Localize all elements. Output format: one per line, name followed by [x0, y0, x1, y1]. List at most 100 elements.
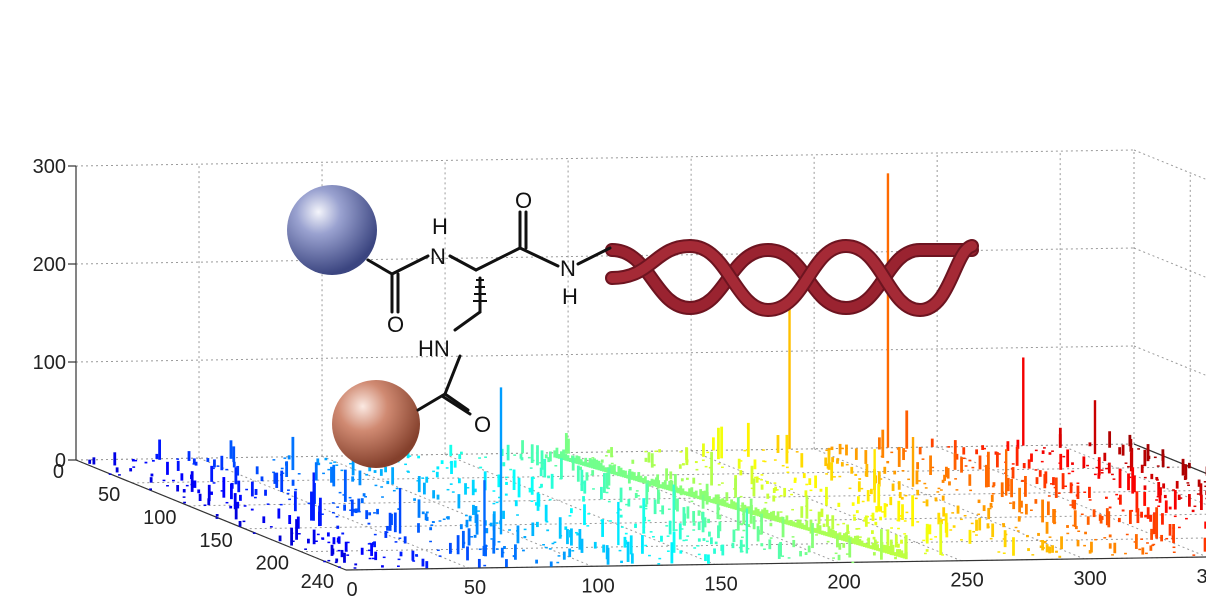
bar	[429, 540, 432, 543]
bar	[327, 559, 331, 562]
bar	[544, 504, 548, 522]
bar	[564, 433, 568, 454]
bar	[540, 483, 543, 488]
bar	[753, 459, 757, 470]
bar	[273, 472, 277, 484]
bar	[989, 502, 993, 508]
bar	[825, 532, 829, 537]
bar	[805, 483, 809, 486]
bar	[652, 479, 656, 487]
bar	[321, 513, 324, 515]
bar	[536, 492, 540, 511]
bar	[384, 531, 388, 538]
bar	[1111, 554, 1114, 556]
bar	[885, 503, 888, 507]
bar	[731, 542, 735, 549]
bar	[673, 474, 677, 492]
bar	[809, 509, 813, 512]
bar	[827, 450, 831, 470]
bar	[848, 487, 852, 490]
bar	[911, 437, 915, 487]
bar	[762, 460, 766, 462]
bar	[564, 526, 568, 530]
bar	[1000, 495, 1004, 498]
bar	[728, 503, 731, 509]
bar	[710, 498, 714, 503]
bar	[278, 535, 282, 542]
bar	[923, 482, 927, 485]
bar	[1153, 456, 1157, 459]
bar	[697, 510, 701, 516]
bar	[536, 445, 539, 466]
bar	[1035, 477, 1039, 485]
bar	[236, 465, 240, 476]
bar	[785, 515, 789, 525]
bar	[506, 444, 510, 461]
bar	[591, 470, 595, 475]
bar	[634, 523, 637, 528]
bar	[264, 489, 267, 496]
bar	[415, 554, 418, 557]
bar	[875, 506, 879, 513]
bar	[220, 490, 224, 492]
bar	[610, 462, 614, 465]
bar	[172, 479, 175, 482]
bar	[1064, 485, 1068, 488]
bar	[720, 466, 724, 469]
bar	[321, 537, 325, 540]
bar	[1129, 438, 1133, 452]
bar	[371, 557, 375, 560]
bar	[131, 458, 135, 462]
bar	[732, 529, 736, 542]
bar	[842, 522, 846, 525]
bar	[644, 504, 648, 507]
bar	[918, 446, 922, 455]
gridline	[75, 345, 1135, 363]
bar	[968, 474, 972, 486]
bar	[531, 522, 535, 537]
bar	[1145, 552, 1148, 555]
bar	[334, 561, 338, 564]
bar	[548, 451, 552, 462]
bar	[472, 504, 475, 515]
bar	[523, 528, 527, 531]
atom-label-o-bottom: O	[474, 412, 491, 437]
bar	[679, 493, 683, 496]
bar	[792, 539, 796, 548]
bar	[440, 460, 444, 465]
bar	[978, 518, 982, 531]
bar	[718, 514, 722, 517]
bar	[698, 483, 702, 485]
bar	[544, 546, 548, 549]
bar	[520, 457, 524, 461]
bar	[502, 462, 506, 467]
bar	[576, 465, 580, 482]
bar	[237, 480, 241, 493]
bar	[783, 487, 787, 497]
bar	[809, 489, 813, 492]
bar	[956, 505, 960, 514]
bar	[255, 466, 259, 475]
bar	[963, 514, 967, 517]
bar	[1009, 502, 1012, 504]
bar	[776, 511, 780, 523]
bar	[914, 497, 918, 500]
bar	[540, 450, 544, 470]
bar	[949, 529, 953, 531]
bar	[288, 498, 292, 501]
bar	[1193, 505, 1197, 508]
bar	[618, 549, 622, 552]
bar	[829, 528, 833, 538]
bar	[346, 541, 350, 544]
bar	[743, 504, 747, 513]
bar	[754, 507, 758, 516]
bar	[613, 464, 617, 466]
bar	[406, 470, 410, 473]
bar	[1185, 517, 1188, 520]
bar	[602, 473, 606, 493]
bar	[280, 470, 284, 492]
bar	[215, 517, 219, 519]
bar	[425, 476, 429, 483]
bar	[331, 511, 335, 514]
z-tick-label: 100	[33, 352, 66, 374]
